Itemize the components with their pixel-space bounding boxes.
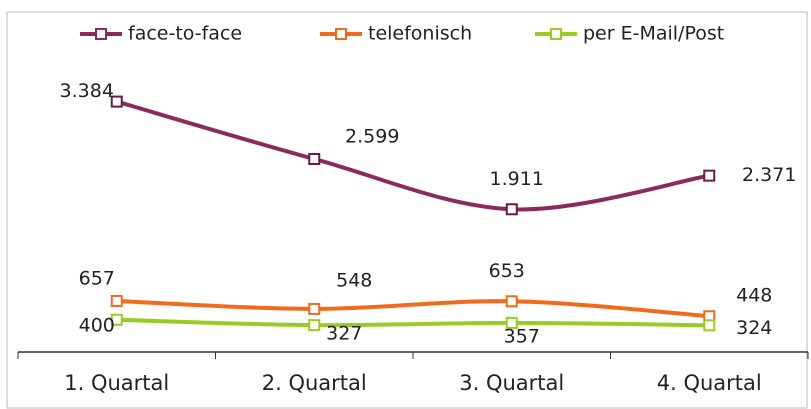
x-tick-label: 3. Quartal (459, 371, 564, 395)
data-label: 653 (489, 260, 525, 282)
chart-frame (6, 11, 808, 409)
data-label: 327 (326, 323, 362, 345)
data-label: 400 (79, 314, 115, 336)
data-label: 448 (736, 285, 772, 307)
point-marker (703, 319, 716, 332)
point-marker (505, 316, 518, 329)
point-marker (308, 319, 321, 332)
point-marker (703, 169, 716, 182)
point-marker (505, 203, 518, 216)
series-line (116, 317, 710, 328)
legend-label: telefonisch (368, 23, 472, 45)
point-marker (308, 302, 321, 315)
point-marker (308, 152, 321, 165)
series-line (116, 99, 710, 212)
series-line (116, 298, 710, 319)
data-label: 1.911 (490, 168, 544, 190)
point-marker (110, 95, 123, 108)
legend-label: per E-Mail/Post (583, 23, 724, 45)
data-label: 2.599 (345, 125, 399, 147)
data-label: 548 (336, 269, 372, 291)
data-label: 657 (79, 267, 115, 289)
legend-marker (95, 28, 107, 40)
data-label: 2.371 (742, 164, 796, 186)
point-marker (505, 295, 518, 308)
legend-marker (335, 28, 347, 40)
x-tick-label: 1. Quartal (64, 371, 169, 395)
legend-label: face-to-face (128, 23, 242, 45)
data-label: 324 (736, 317, 772, 339)
x-tick-label: 2. Quartal (262, 371, 367, 395)
data-label: 357 (504, 325, 540, 347)
point-marker (110, 313, 123, 326)
point-marker (110, 294, 123, 307)
x-tick-label: 4. Quartal (657, 371, 762, 395)
legend-marker (550, 28, 562, 40)
data-label: 3.384 (60, 80, 114, 102)
